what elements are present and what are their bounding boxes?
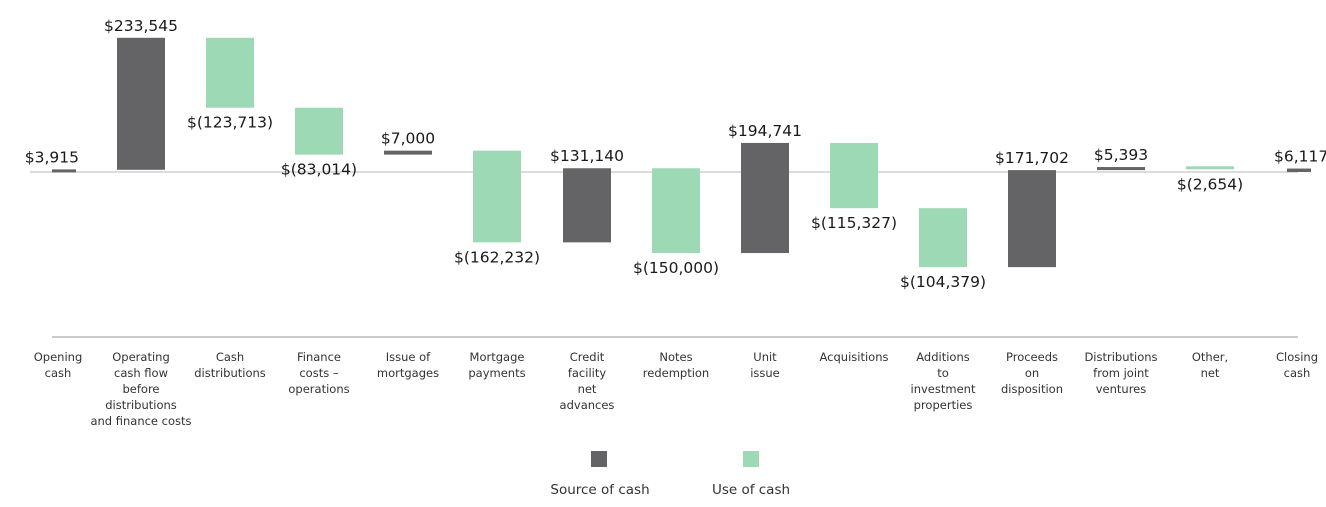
value-label-11: $171,702 (995, 149, 1069, 167)
legend-label-source: Source of cash (550, 482, 649, 498)
category-label-2: Cash distributions (194, 350, 266, 380)
bar-3 (295, 107, 343, 155)
bar-6 (563, 168, 611, 243)
legend-swatch-source (591, 451, 607, 467)
category-label-8: Unit issue (750, 350, 780, 380)
category-label-0: Opening cash (34, 350, 83, 380)
value-label-13: $(2,654) (1177, 175, 1243, 193)
legend-label-use: Use of cash (712, 482, 790, 498)
value-label-6: $131,140 (550, 147, 624, 165)
category-label-3: Finance costs – operations (288, 350, 349, 396)
bar-14 (1287, 168, 1311, 172)
bars-layer (52, 37, 1311, 268)
category-label-10: Additions to investment properties (911, 350, 976, 412)
category-label-12: Distributions from joint ventures (1084, 350, 1157, 396)
value-label-12: $5,393 (1094, 146, 1148, 164)
value-label-9: $(115,327) (811, 214, 897, 232)
value-label-3: $(83,014) (281, 161, 357, 179)
category-label-1: Operating cash flow before distributions and… (90, 350, 191, 428)
category-label-4: Issue of mortgages (377, 350, 439, 380)
bar-12 (1097, 167, 1145, 171)
bar-1 (117, 37, 165, 170)
bar-5 (473, 150, 521, 243)
value-label-4: $7,000 (381, 130, 435, 148)
category-label-9: Acquisitions (820, 350, 889, 364)
category-label-13: Other, net (1192, 350, 1228, 380)
bar-2 (206, 37, 254, 108)
bar-11 (1008, 170, 1056, 268)
bar-13 (1186, 166, 1234, 170)
category-label-14: Closing cash (1276, 350, 1318, 380)
value-label-2: $(123,713) (187, 114, 273, 132)
bar-8 (741, 142, 789, 254)
value-label-8: $194,741 (728, 122, 802, 140)
value-label-0: $3,915 (25, 148, 79, 166)
legend-swatch-use (743, 451, 759, 467)
category-label-7: Notes redemption (643, 350, 709, 380)
bar-7 (652, 168, 700, 254)
value-label-7: $(150,000) (633, 259, 719, 277)
value-label-10: $(104,379) (900, 273, 986, 291)
bar-4 (384, 150, 432, 155)
bar-0 (52, 169, 76, 173)
category-label-6: Credit facility net advances (560, 350, 615, 412)
value-label-5: $(162,232) (454, 248, 540, 266)
legend: Source of cash Use of cash (550, 451, 790, 498)
value-label-1: $233,545 (104, 17, 178, 35)
value-labels-layer: $3,915 $233,545 $(123,713) $(83,014) $7,000 $… (25, 17, 1326, 291)
value-label-14: $6,117 (1274, 148, 1326, 166)
category-label-11: Proceeds on disposition (1001, 350, 1063, 396)
category-label-5: Mortgage payments (468, 350, 525, 380)
bar-10 (919, 208, 967, 268)
bar-9 (830, 142, 878, 209)
